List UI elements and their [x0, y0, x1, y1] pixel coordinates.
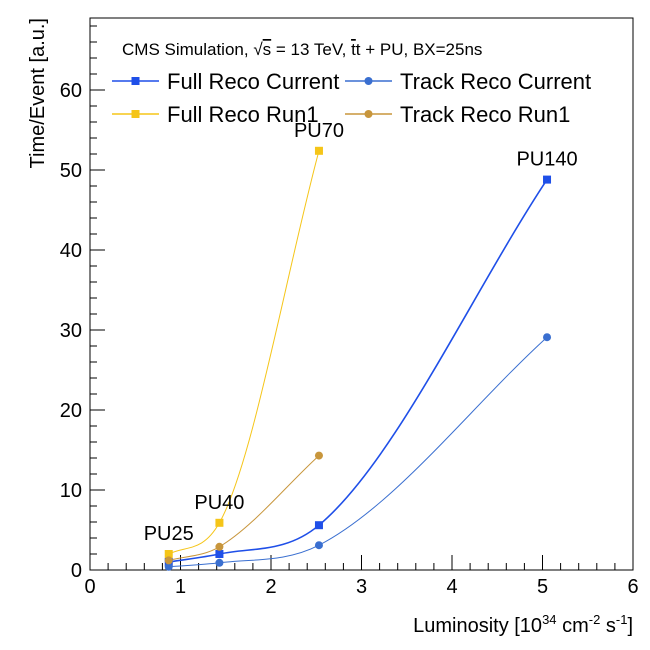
x-tick-label: 5: [537, 576, 548, 598]
y-tick-label: 40: [60, 240, 82, 262]
y-tick-label: 50: [60, 160, 82, 182]
full-reco-run1-point: [215, 518, 224, 527]
track-reco-run1-point: [164, 556, 173, 565]
chart-header: CMS Simulation, √s = 13 TeV, tt + PU, BX…: [122, 40, 482, 59]
plot-frame: [89, 17, 634, 571]
track-reco-current-point: [314, 541, 323, 550]
top-antiquark: t: [351, 40, 356, 59]
y-axis-label: Time/Event [a.u.]: [27, 18, 49, 168]
annotation-pu140: PU140: [516, 149, 577, 171]
sqrt-argument: s: [263, 40, 272, 59]
x-tick-label: 1: [175, 576, 186, 598]
track-reco-current-line: [168, 336, 548, 568]
track-reco-run1-point: [314, 451, 323, 460]
legend: Full Reco Current Track Reco Current Full …: [112, 69, 591, 127]
legend-marker-track-reco-current: [364, 77, 373, 85]
full-reco-run1-point: [164, 550, 173, 558]
y-tick-label: 30: [60, 320, 82, 342]
x-axis-label: Luminosity [1034 cm-2 s-1]: [413, 612, 633, 637]
full-reco-run1-point: [314, 146, 323, 155]
axis-ticks: [89, 25, 634, 571]
full-reco-current-point: [543, 175, 552, 184]
y-tick-label: 10: [60, 480, 82, 502]
annotation-pu40: PU40: [194, 492, 244, 514]
y-tick-label: 20: [60, 400, 82, 422]
legend-label-track-reco-run1: Track Reco Run1: [400, 102, 570, 127]
x-tick-label: 2: [265, 576, 276, 598]
legend-marker-track-reco-run1: [364, 110, 373, 118]
legend-label-full-reco-current: Full Reco Current: [167, 69, 339, 94]
track-reco-current-point: [164, 562, 173, 571]
annotation-pu25: PU25: [144, 523, 194, 545]
x-tick-label: 3: [356, 576, 367, 598]
y-tick-label: 60: [60, 80, 82, 102]
full-reco-run1-line: [168, 150, 320, 555]
full-reco-current-point: [314, 521, 323, 530]
full-reco-current-point: [215, 550, 224, 558]
track-reco-run1-line: [168, 455, 320, 561]
x-tick-label: 4: [446, 576, 457, 598]
legend-marker-full-reco-current: [131, 77, 140, 85]
series-markers: [164, 146, 552, 571]
annotation-pu70: PU70: [294, 120, 344, 142]
legend-label-track-reco-current: Track Reco Current: [400, 69, 591, 94]
track-reco-current-point: [215, 558, 224, 567]
track-reco-current-point: [543, 333, 552, 342]
track-reco-run1-point: [215, 542, 224, 551]
x-tick-label: 0: [84, 576, 95, 598]
y-tick-label: 0: [71, 560, 82, 582]
legend-label-full-reco-run1: Full Reco Run1: [167, 102, 319, 127]
x-tick-label: 6: [627, 576, 638, 598]
legend-marker-full-reco-run1: [131, 110, 140, 118]
